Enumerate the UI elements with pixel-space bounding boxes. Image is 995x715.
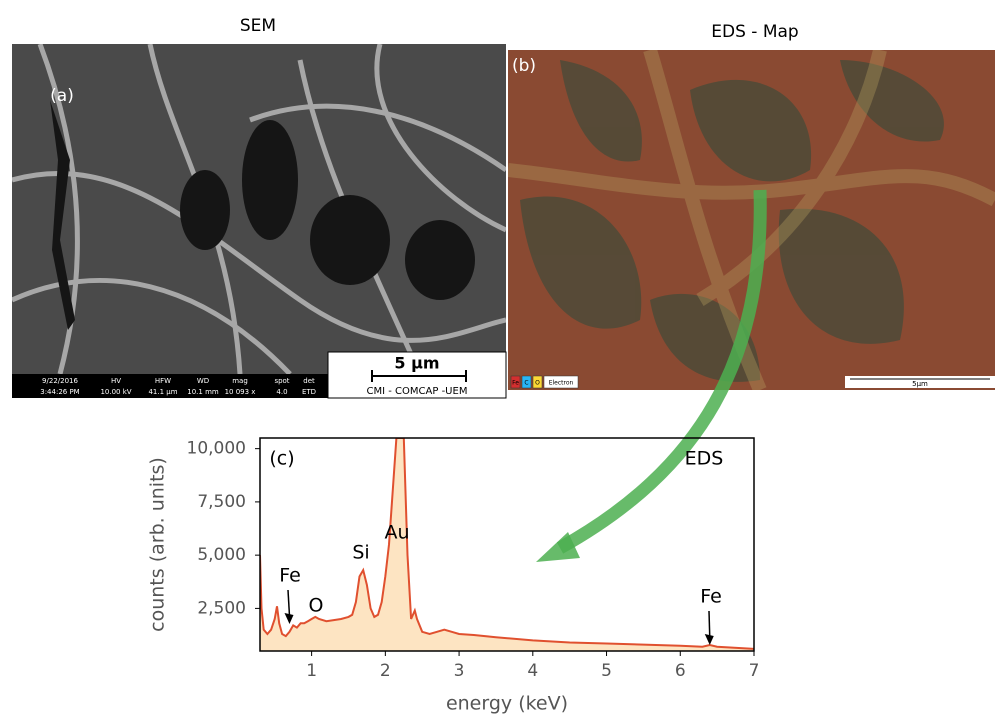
x-tick-label: 7 bbox=[749, 661, 760, 681]
info-text: 3:44:26 PM bbox=[40, 388, 79, 396]
sem-title: SEM bbox=[240, 16, 276, 36]
info-text: spot bbox=[274, 377, 289, 385]
spectrum-line bbox=[260, 438, 754, 649]
y-tick-label: 7,500 bbox=[197, 492, 246, 512]
eds-map-image bbox=[508, 50, 995, 390]
peak-label: Si bbox=[352, 542, 369, 564]
sem-label: (a) bbox=[50, 86, 74, 106]
sem-scale: 5 μm bbox=[394, 354, 439, 373]
y-tick-label: 10,000 bbox=[187, 439, 246, 459]
info-text: 9/22/2016 bbox=[42, 377, 78, 385]
info-text: HFW bbox=[155, 377, 171, 385]
legend-entry: Fe bbox=[512, 380, 519, 387]
info-text: 10.1 mm bbox=[187, 388, 219, 396]
peak-arrow bbox=[709, 611, 710, 637]
x-tick-label: 1 bbox=[306, 661, 317, 681]
peak-arrow bbox=[288, 590, 289, 616]
info-text: ETD bbox=[302, 388, 316, 396]
y-tick-label: 2,500 bbox=[197, 598, 246, 618]
info-text: WD bbox=[197, 377, 209, 385]
eds-map-label: (b) bbox=[512, 56, 536, 76]
sem-image bbox=[12, 44, 506, 398]
peak-label: O bbox=[309, 595, 324, 617]
peak-arrowhead bbox=[705, 634, 714, 645]
info-text: 41.1 μm bbox=[148, 388, 177, 396]
peak-label: Au bbox=[384, 522, 409, 544]
peak-arrowhead bbox=[284, 613, 293, 624]
panel-label: (c) bbox=[269, 448, 294, 470]
info-text: 10.00 kV bbox=[100, 388, 131, 396]
x-tick-label: 5 bbox=[601, 661, 612, 681]
x-tick-label: 2 bbox=[380, 661, 391, 681]
annotation: EDS bbox=[685, 448, 724, 470]
x-axis-label: energy (keV) bbox=[446, 693, 568, 715]
x-tick-label: 6 bbox=[675, 661, 686, 681]
info-text: HV bbox=[111, 377, 121, 385]
y-axis-label: counts (arb. units) bbox=[147, 457, 169, 632]
legend-entry: C bbox=[524, 380, 528, 387]
info-text: 4.0 bbox=[276, 388, 287, 396]
peak-label: Fe bbox=[700, 586, 722, 608]
x-tick-label: 3 bbox=[454, 661, 465, 681]
peak-label: Fe bbox=[279, 565, 301, 587]
plot-area bbox=[260, 438, 754, 651]
legend-entry: Electron bbox=[549, 380, 574, 387]
eds-map-title: EDS - Map bbox=[711, 22, 798, 42]
info-text: det bbox=[303, 377, 315, 385]
info-text: 10 093 x bbox=[225, 388, 256, 396]
x-tick-label: 4 bbox=[527, 661, 538, 681]
sem-credit: CMI - COMCAP -UEM bbox=[367, 386, 468, 397]
figure: SEM (a) 9/22/2016 3:44:26 PM HV 10.00 kV HFW… bbox=[0, 0, 995, 715]
info-text: mag bbox=[232, 377, 248, 385]
legend-entry: O bbox=[535, 380, 540, 387]
map-scale: 5μm bbox=[912, 380, 928, 388]
y-tick-label: 5,000 bbox=[197, 545, 246, 565]
